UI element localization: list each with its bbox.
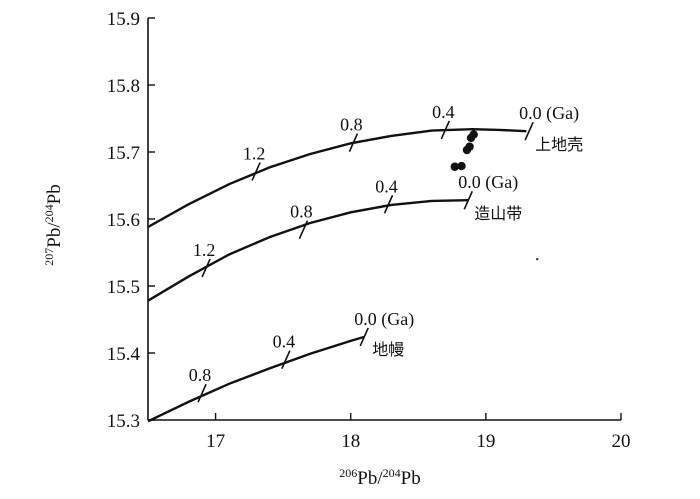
- curve-line: [147, 335, 365, 423]
- age-tick-mark: [197, 383, 207, 403]
- curve-name: 地幔: [372, 340, 404, 359]
- age-label: 0.8: [340, 115, 363, 135]
- age-label: 0.4: [432, 102, 455, 122]
- age-tick-mark: [359, 327, 369, 347]
- curve-1: 1.2 0.8 0.4 0.0 (Ga) 造山带: [147, 172, 522, 302]
- y-tick-label: 15.8: [107, 76, 140, 97]
- age-tick-mark: [348, 133, 359, 152]
- x-axis-label: 206Pb/204Pb: [339, 466, 420, 489]
- axes: [147, 18, 621, 421]
- y-ticks: 15.3 15.4 15.5 15.6 15.7 15.8 15.9: [107, 9, 155, 432]
- age-label: 0.0 (Ga): [458, 172, 518, 193]
- curve-name: 造山带: [474, 204, 522, 223]
- y-tick-label: 15.3: [107, 411, 140, 432]
- y-tick-label: 15.4: [107, 344, 141, 365]
- sample-point: [465, 142, 474, 151]
- y-tick-label: 15.9: [107, 9, 140, 30]
- evolution-curves: 1.2 0.8 0.4 0.0 (Ga) 上地壳 1.2 0.8 0.4 0.0 (Ga) 造山带…: [147, 102, 583, 423]
- age-label: 0.0 (Ga): [519, 103, 579, 124]
- age-label: 0.8: [189, 365, 212, 385]
- sample-points: [450, 130, 539, 261]
- sample-point: [469, 130, 478, 139]
- age-label: 0.4: [375, 176, 398, 196]
- age-tick-mark: [463, 190, 474, 210]
- age-tick-mark: [298, 220, 309, 240]
- curve-name: 上地壳: [535, 135, 583, 154]
- age-tick-mark: [440, 120, 451, 140]
- age-label: 0.0 (Ga): [354, 309, 414, 330]
- age-label: 0.8: [290, 202, 313, 222]
- stray-dot: [536, 258, 539, 261]
- x-tick-label: 19: [476, 431, 495, 452]
- y-tick-label: 15.5: [107, 277, 140, 298]
- curve-line: [147, 199, 469, 302]
- curve-line: [147, 127, 527, 229]
- age-tick-mark: [281, 350, 291, 370]
- y-tick-label: 15.7: [107, 143, 140, 164]
- x-tick-label: 20: [612, 431, 631, 452]
- x-tick-label: 18: [341, 431, 360, 452]
- sample-point: [450, 162, 459, 171]
- age-tick-mark: [251, 162, 261, 181]
- x-ticks: 17 18 19 20: [206, 413, 631, 452]
- sample-point: [457, 161, 466, 171]
- age-tick-mark: [383, 194, 394, 214]
- curve-0: 1.2 0.8 0.4 0.0 (Ga) 上地壳: [147, 102, 583, 229]
- y-tick-label: 15.6: [107, 210, 140, 231]
- age-label: 1.2: [193, 240, 216, 260]
- age-label: 1.2: [243, 143, 266, 163]
- x-tick-label: 17: [206, 431, 225, 452]
- age-label: 0.4: [273, 332, 296, 352]
- y-axis-label: 207Pb/204Pb: [42, 184, 65, 265]
- age-tick-mark: [201, 258, 211, 278]
- curve-2: 0.8 0.4 0.0 (Ga) 地幔: [147, 309, 414, 423]
- age-tick-mark: [524, 121, 534, 141]
